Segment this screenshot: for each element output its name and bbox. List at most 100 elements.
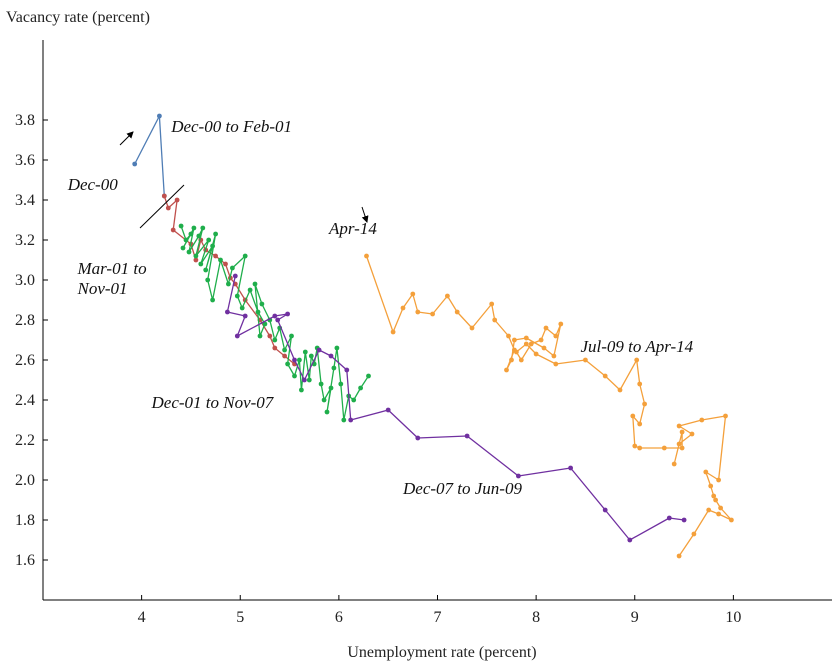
data-point — [676, 553, 682, 559]
data-point — [262, 321, 268, 327]
data-point — [533, 351, 539, 357]
data-point — [553, 361, 559, 367]
x-tick-label: 10 — [725, 609, 741, 626]
data-point — [415, 435, 421, 441]
data-point — [191, 225, 197, 231]
data-point — [341, 417, 347, 423]
data-point — [331, 365, 337, 371]
data-point — [275, 317, 281, 323]
data-point — [364, 253, 369, 259]
data-point — [671, 461, 677, 467]
data-point — [637, 421, 643, 427]
data-point — [568, 465, 573, 471]
x-tick-label: 4 — [138, 609, 146, 626]
data-point — [318, 381, 324, 387]
y-tick-label: 3.2 — [15, 232, 35, 249]
x-tick-label: 6 — [335, 609, 343, 626]
series-line — [134, 115, 165, 197]
data-point — [445, 293, 450, 299]
data-point — [328, 385, 334, 391]
data-point — [321, 397, 327, 403]
data-point — [165, 205, 171, 211]
data-point — [193, 257, 199, 263]
data-point — [390, 329, 396, 335]
y-tick-label: 2.4 — [15, 392, 35, 409]
data-point — [713, 497, 718, 503]
data-point — [708, 483, 714, 489]
data-point — [132, 161, 138, 167]
data-point — [553, 333, 559, 339]
data-point — [257, 333, 263, 339]
data-point — [681, 517, 687, 523]
data-point — [454, 309, 460, 315]
y-tick-label: 2.6 — [15, 352, 35, 369]
series-1 — [132, 113, 167, 199]
annotation-label: Dec-01 to Nov-07 — [151, 393, 275, 412]
data-point — [410, 291, 416, 297]
x-tick-label: 9 — [631, 609, 639, 626]
data-point — [272, 313, 278, 319]
data-point — [316, 347, 322, 353]
data-point — [699, 417, 705, 423]
data-point — [512, 347, 517, 353]
data-point — [642, 401, 647, 407]
data-point — [518, 357, 524, 363]
data-point — [200, 225, 206, 231]
data-point — [198, 261, 204, 267]
series-5 — [364, 253, 734, 559]
data-point — [170, 227, 176, 233]
data-point — [512, 337, 517, 343]
data-point — [430, 311, 435, 317]
data-point — [218, 257, 223, 263]
data-point — [210, 243, 216, 249]
data-point — [344, 367, 350, 373]
data-point — [180, 245, 186, 251]
data-point — [193, 253, 199, 259]
data-point — [703, 469, 709, 475]
data-point — [558, 321, 564, 327]
data-point — [297, 357, 302, 363]
data-point — [292, 357, 297, 363]
series-3 — [178, 223, 371, 423]
data-point — [602, 373, 608, 379]
annotation-arrows — [119, 131, 369, 229]
data-point — [509, 357, 514, 363]
y-tick-label: 1.8 — [15, 512, 35, 529]
data-point — [464, 433, 470, 439]
data-point — [239, 305, 245, 311]
y-axis-label: Vacancy rate (percent) — [6, 9, 150, 26]
data-point — [400, 305, 406, 311]
data-point — [632, 443, 638, 449]
data-point — [267, 333, 273, 339]
y-tick-label: 2.2 — [15, 432, 35, 449]
data-point — [729, 517, 734, 523]
annotation-label: Apr-14 — [328, 219, 377, 238]
data-point — [716, 477, 721, 483]
data-point — [723, 413, 728, 419]
data-point — [415, 309, 421, 315]
data-point — [203, 267, 209, 273]
x-tick-label: 5 — [236, 609, 244, 626]
data-point — [289, 333, 294, 339]
data-point — [255, 309, 261, 315]
data-point — [213, 231, 219, 237]
dec00-arrow — [119, 131, 134, 146]
y-tick-label: 3.6 — [15, 152, 35, 169]
data-point — [706, 507, 712, 513]
data-point — [230, 265, 235, 271]
series-layer — [132, 113, 734, 559]
data-point — [259, 301, 265, 307]
data-point — [282, 353, 287, 359]
data-point — [523, 341, 529, 347]
data-point — [543, 325, 549, 331]
annotation-label: Dec-07 to Jun-09 — [402, 479, 522, 498]
data-point — [492, 317, 498, 323]
data-point — [338, 381, 344, 387]
data-point — [183, 237, 189, 243]
data-point — [282, 347, 287, 353]
data-point — [334, 345, 340, 351]
data-point — [226, 281, 231, 287]
data-point — [666, 515, 672, 521]
annotation-label: Dec-00 — [67, 175, 119, 194]
data-point — [469, 325, 475, 331]
